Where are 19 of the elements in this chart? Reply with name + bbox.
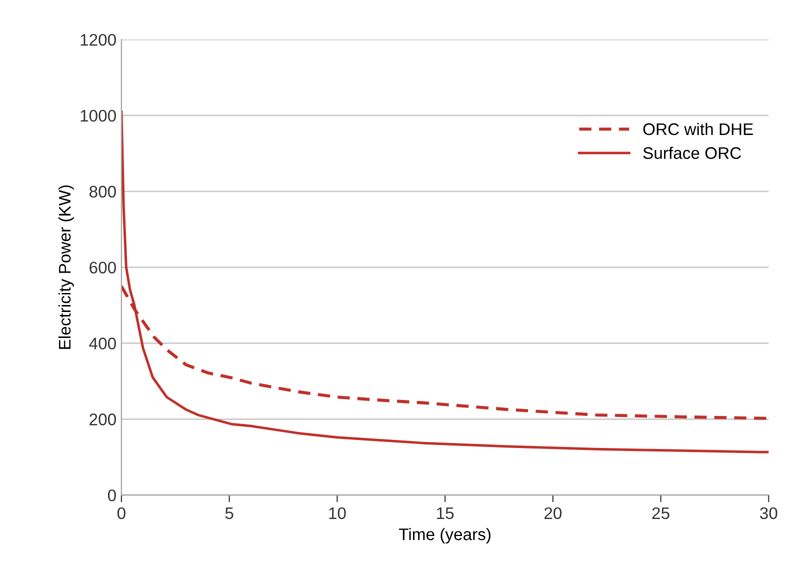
y-tick-label: 200 — [90, 414, 116, 426]
x-tick-label: 10 — [329, 507, 346, 520]
x-tick-label: 25 — [652, 507, 670, 520]
x-tick-label: 0 — [117, 507, 126, 520]
x-tick-label: 20 — [544, 507, 562, 520]
legend-label: ORC with DHE — [643, 122, 753, 136]
legend-label: Surface ORC — [643, 146, 741, 159]
y-tick-label: 1200 — [80, 34, 116, 46]
y-tick-label: 1000 — [80, 110, 116, 122]
line-series — [121, 110, 769, 454]
y-tick-label: 0 — [108, 489, 116, 502]
x-tick-label: 5 — [225, 507, 234, 520]
x-axis-title: Time (years) — [398, 528, 490, 544]
y-axis-title: Electricity Power (KW) — [58, 185, 74, 349]
y-tick-label: 400 — [89, 338, 116, 350]
y-tick-label: 800 — [90, 186, 116, 198]
x-tick-label: 30 — [760, 507, 778, 520]
x-tick-label: 15 — [437, 507, 454, 520]
y-tick-label: 600 — [90, 262, 116, 274]
